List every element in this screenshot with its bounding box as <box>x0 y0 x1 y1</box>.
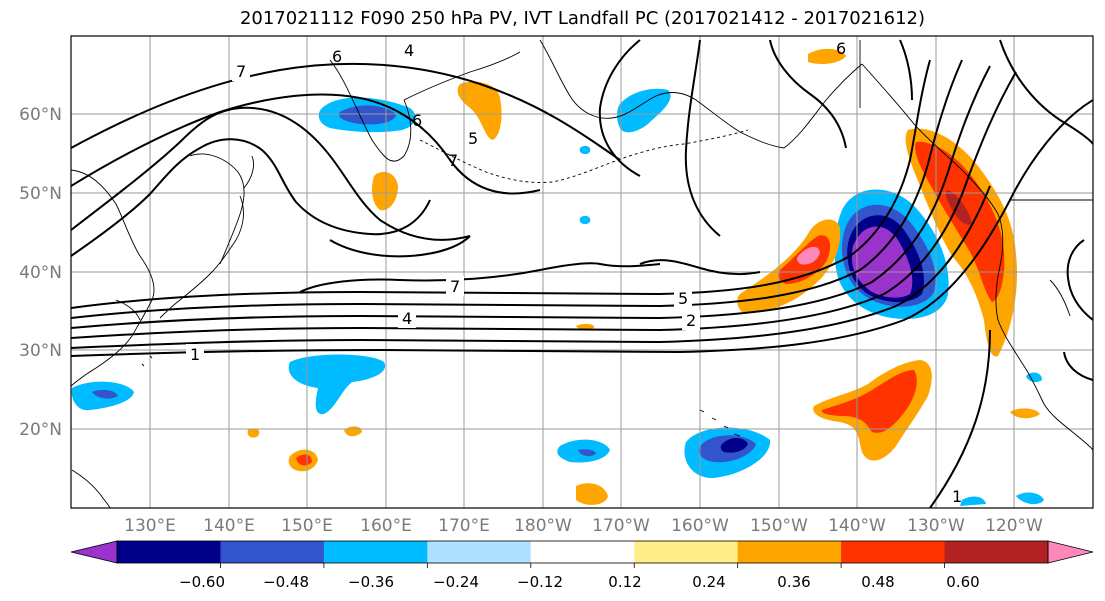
longitude-axis: 130°E 140°E 150°E 160°E 170°E 180°W 170°… <box>124 516 1043 536</box>
colorbar-segment <box>944 541 1049 563</box>
lat-label-60n: 60°N <box>19 105 62 125</box>
map-border <box>70 35 1094 509</box>
graticule <box>71 36 1093 508</box>
negative-core-hawaii-west <box>578 449 596 457</box>
lon-label: 140°E <box>203 516 255 536</box>
contour-label: 6 <box>412 111 422 130</box>
negative-blob-mexico <box>1026 372 1042 383</box>
colorbar-tick-label: −0.12 <box>517 573 563 591</box>
positive-lobe-north <box>808 48 846 64</box>
positive-blob-baja <box>1010 408 1040 419</box>
positive-blob-south <box>576 483 608 505</box>
contour-label-group: 7 6 4 6 5 7 6 7 5 4 2 1 1 <box>186 39 962 506</box>
colorbar-segment <box>737 541 842 563</box>
contour-label: 7 <box>450 277 460 296</box>
positive-core-ne-pacific <box>797 246 820 265</box>
lon-label: 130°E <box>124 516 176 536</box>
lon-label: 150°E <box>281 516 333 536</box>
lat-label-20n: 20°N <box>19 420 62 440</box>
negative-core-main <box>852 226 913 298</box>
colorbar-tick-label: 0.60 <box>946 573 979 591</box>
negative-blob-se <box>1016 492 1044 505</box>
lon-label: 130°W <box>907 516 965 536</box>
colorbar-segment <box>634 541 739 563</box>
contour-label: 6 <box>836 39 846 58</box>
lat-label-40n: 40°N <box>19 263 62 283</box>
negative-blob-small <box>579 145 591 155</box>
colorbar-tick-label: 0.12 <box>608 573 641 591</box>
colorbar-frame <box>116 540 1049 564</box>
positive-blob-small-2 <box>247 428 260 438</box>
contour-label: 4 <box>402 309 412 328</box>
contour-label: 7 <box>236 62 246 81</box>
colorbar-tick-label: −0.48 <box>263 573 309 591</box>
coastlines <box>71 39 1093 508</box>
positive-core-marianas <box>296 454 312 466</box>
colorbar-segment <box>220 541 325 563</box>
lon-label: 170°W <box>592 516 650 536</box>
colorbar-tick-label: 0.48 <box>861 573 894 591</box>
lat-label-50n: 50°N <box>19 184 62 204</box>
contour-label: 5 <box>468 129 478 148</box>
colorbar-tick-label: −0.60 <box>179 573 225 591</box>
contour-label: 7 <box>448 151 458 170</box>
negative-core-hawaii <box>720 438 748 453</box>
colorbar <box>70 540 1094 568</box>
colorbar-tick-label: −0.36 <box>348 573 394 591</box>
lon-label: 150°W <box>750 516 808 536</box>
lon-label: 170°E <box>438 516 490 536</box>
lon-label: 160°E <box>360 516 412 536</box>
lon-label: 160°W <box>671 516 729 536</box>
contour-label: 1 <box>952 487 962 506</box>
colorbar-tick-label: 0.36 <box>777 573 810 591</box>
positive-core-west-coast <box>945 190 972 225</box>
contour-label: 4 <box>404 41 414 60</box>
colorbar-tick-label: −0.24 <box>433 573 479 591</box>
contour-label: 2 <box>686 311 696 330</box>
colorbar-extend-max <box>1047 540 1094 564</box>
colorbar-tick-label: 0.24 <box>692 573 725 591</box>
contour-label: 5 <box>678 289 688 308</box>
colorbar-segment <box>841 541 946 563</box>
positive-lobe-kuril <box>372 171 398 211</box>
pv-contours <box>71 39 1093 508</box>
colorbar-segment <box>117 541 221 563</box>
negative-blob-se-2 <box>960 496 986 506</box>
contour-label: 1 <box>190 345 200 364</box>
contour-label: 6 <box>332 47 342 66</box>
lat-label-30n: 30°N <box>19 341 62 361</box>
positive-lobe-bering <box>457 81 502 140</box>
colorbar-segment <box>323 541 428 563</box>
colorbar-segment <box>530 541 635 563</box>
negative-blob-small-2 <box>579 215 591 225</box>
positive-blob-dateline <box>576 323 595 330</box>
colorbar-segment <box>427 541 532 563</box>
positive-mid-subtropical-east <box>821 370 917 433</box>
lon-label: 180°W <box>514 516 572 536</box>
positive-mid-west-coast <box>915 141 1005 302</box>
negative-core-kamchatka <box>339 105 396 125</box>
latitude-axis: 60°N 50°N 40°N 30°N 20°N <box>19 105 62 440</box>
negative-lobe-alaska <box>617 88 671 133</box>
lon-label: 120°W <box>985 516 1043 536</box>
lon-label: 140°W <box>828 516 886 536</box>
negative-lobe-subtropical <box>288 354 386 415</box>
negative-core-west-edge <box>92 389 118 399</box>
colorbar-tick-labels: −0.60 −0.48 −0.36 −0.24 −0.12 0.12 0.24 … <box>179 573 980 591</box>
colorbar-extend-min <box>70 540 118 564</box>
map-title: 2017021112 F090 250 hPa PV, IVT Landfall… <box>239 8 926 29</box>
